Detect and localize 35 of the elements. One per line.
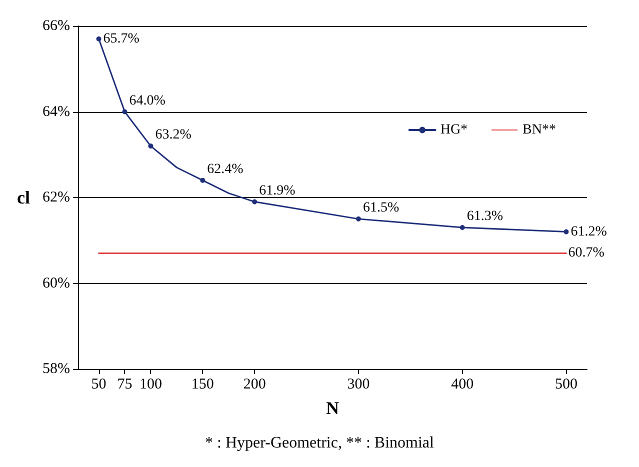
point	[96, 36, 102, 42]
data-label: 61.3%	[466, 209, 504, 224]
y-tick-label: 62%	[42, 190, 70, 206]
x-tick-label: 150	[191, 376, 214, 392]
point	[122, 109, 128, 114]
data-label: 61.9%	[259, 183, 296, 198]
point	[252, 199, 258, 204]
data-label: 65.7%	[103, 31, 140, 46]
x-tick-label: 300	[347, 376, 370, 392]
x-tick-label: 400	[451, 376, 474, 392]
y-tick-label: 64%	[42, 104, 70, 120]
legend-label: BN**	[522, 122, 556, 138]
x-tick-label: 50	[91, 376, 106, 392]
x-axis-title: N	[326, 398, 339, 418]
data-label: 62.4%	[207, 162, 244, 177]
x-tick-label: 75	[117, 376, 132, 392]
data-label: 63.2%	[155, 128, 192, 143]
y-tick-label: 60%	[42, 275, 70, 292]
data-label: 61.5%	[362, 200, 400, 216]
data-label: 61.2%	[570, 224, 608, 240]
point	[148, 144, 154, 149]
text: * : Hyper-Geometric, ** : Binomial	[205, 434, 435, 452]
y-tick-label: 58%	[42, 361, 70, 377]
point	[564, 229, 569, 234]
legend-label: HG*	[440, 122, 468, 138]
data-label: 60.7%	[568, 246, 605, 261]
y-axis-title: cl	[17, 188, 30, 208]
point	[200, 178, 206, 183]
x-tick-label: 500	[554, 376, 578, 392]
data-label: 64.0%	[129, 93, 166, 108]
y-tick-label: 66%	[42, 18, 70, 34]
x-tick-label: 200	[243, 376, 266, 392]
point	[356, 216, 361, 222]
x-tick-label: 100	[139, 376, 162, 392]
point	[460, 225, 465, 230]
